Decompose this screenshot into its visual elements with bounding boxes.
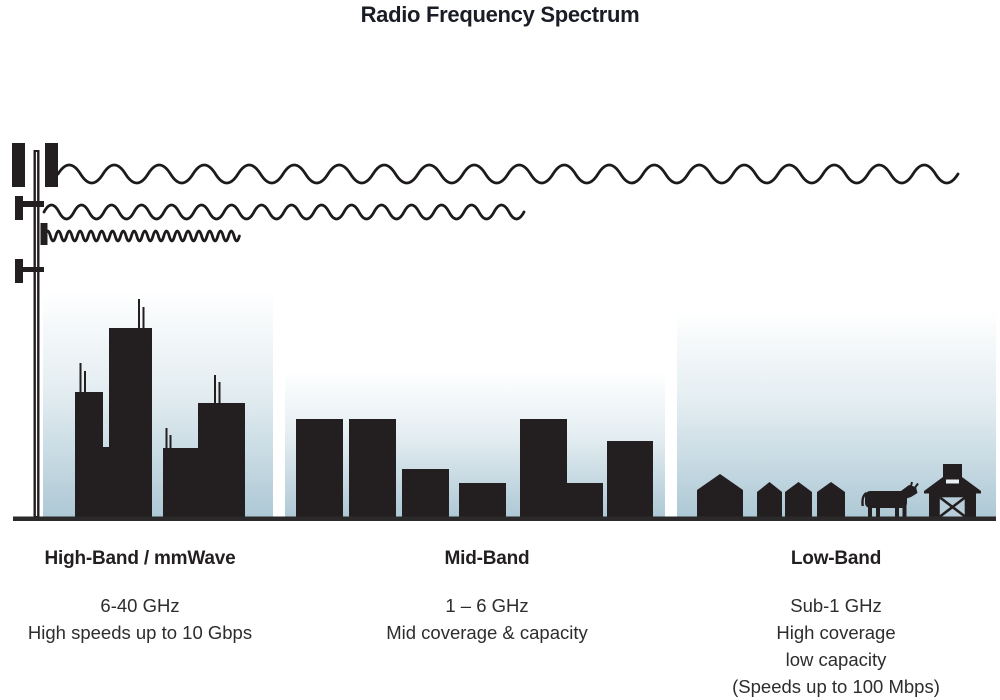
low-band-label-group: Low-Band Sub-1 GHz High coverage low cap… [706, 548, 966, 700]
high-band-frequency: 6-40 GHz [100, 595, 180, 616]
low-frequency-wave-icon [56, 163, 960, 185]
mid-band-label-group: Mid-Band 1 – 6 GHz Mid coverage & capaci… [362, 548, 612, 646]
cow-icon [861, 481, 919, 518]
city-skyline-icon [75, 299, 245, 518]
high-band-label-group: High-Band / mmWave 6-40 GHz High speeds … [15, 548, 265, 646]
mid-band-title: Mid-Band [444, 548, 530, 569]
houses-icon [697, 474, 845, 518]
low-band-speed: (Speeds up to 100 Mbps) [732, 676, 940, 697]
spectrum-illustration [12, 143, 996, 521]
low-band-coverage: High coverage [776, 622, 896, 643]
mid-frequency-wave-icon [42, 203, 526, 221]
high-frequency-wave-icon [43, 229, 241, 243]
ground-line [13, 516, 996, 521]
page-title: Radio Frequency Spectrum [360, 2, 640, 27]
midrise-buildings-icon [296, 419, 653, 518]
mid-band-frequency: 1 – 6 GHz [445, 595, 529, 616]
cell-tower-icon [12, 143, 58, 518]
high-band-description: High speeds up to 10 Gbps [27, 622, 253, 643]
high-band-title: High-Band / mmWave [44, 548, 236, 569]
low-band-frequency: Sub-1 GHz [790, 595, 882, 616]
mid-band-description: Mid coverage & capacity [386, 622, 588, 643]
low-band-title: Low-Band [790, 548, 882, 569]
low-band-capacity: low capacity [785, 649, 887, 670]
